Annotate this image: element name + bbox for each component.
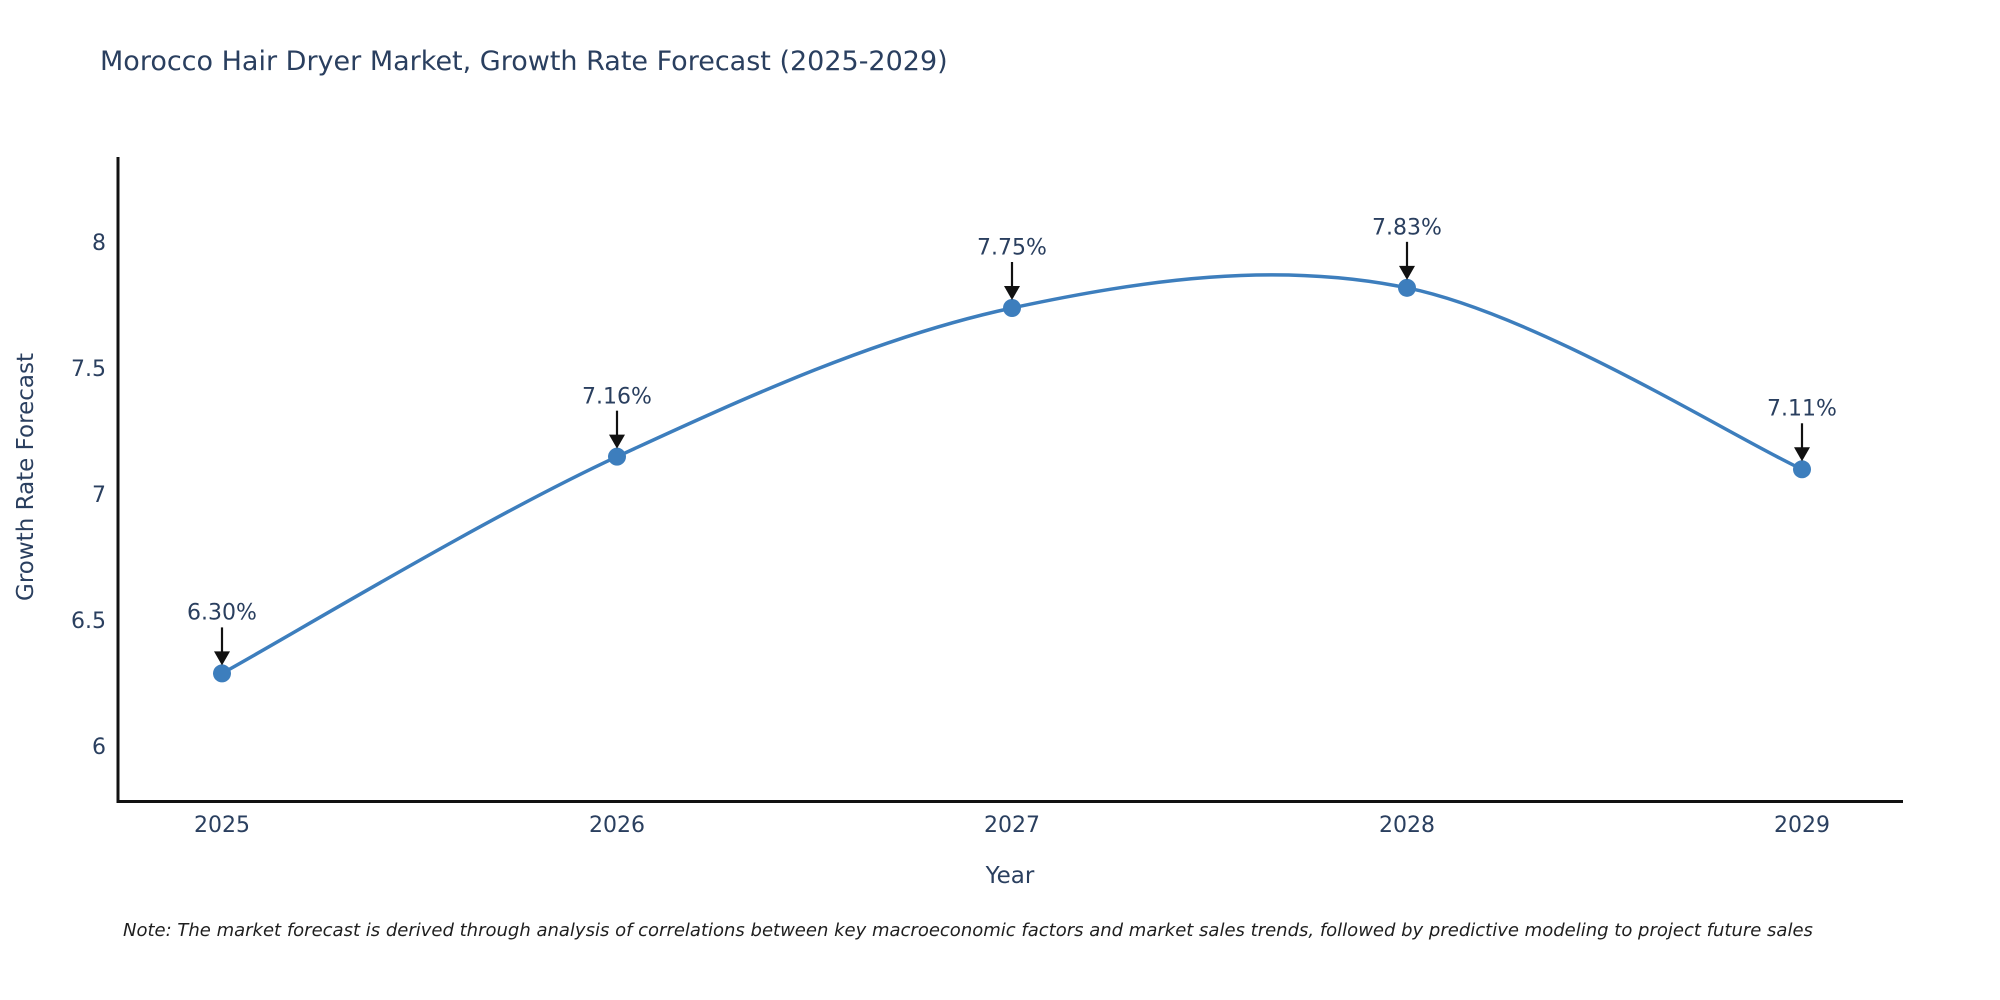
forecast-line[interactable] bbox=[220, 273, 1804, 676]
y-tick-label: 7 bbox=[92, 483, 106, 508]
annotation-arrowhead-icon bbox=[214, 651, 230, 666]
x-axis-title: Year bbox=[985, 863, 1035, 889]
y-axis-title: Growth Rate Forecast bbox=[13, 353, 39, 601]
x-tick-label: 2028 bbox=[1379, 813, 1435, 838]
annotation-arrowhead-icon bbox=[609, 434, 625, 449]
x-tick-label: 2026 bbox=[589, 813, 645, 838]
data-point-label: 7.75% bbox=[977, 235, 1047, 261]
annotation-arrowhead-icon bbox=[1794, 447, 1810, 462]
y-tick-label: 8 bbox=[92, 231, 106, 256]
annotation-arrowhead-icon bbox=[1399, 265, 1415, 280]
data-point-label: 7.16% bbox=[582, 384, 652, 410]
y-tick-label: 6.5 bbox=[71, 609, 106, 634]
data-point-marker[interactable] bbox=[1003, 299, 1021, 317]
data-point-label: 6.30% bbox=[187, 600, 257, 626]
chart-title: Morocco Hair Dryer Market, Growth Rate F… bbox=[100, 46, 948, 77]
y-tick-label: 7.5 bbox=[71, 357, 106, 382]
y-tick-label: 6 bbox=[92, 735, 106, 760]
x-tick-label: 2027 bbox=[984, 813, 1040, 838]
data-point-marker[interactable] bbox=[213, 664, 231, 683]
data-point-marker[interactable] bbox=[1398, 278, 1416, 297]
data-point-marker[interactable] bbox=[1793, 460, 1811, 479]
data-point-label: 7.83% bbox=[1372, 215, 1442, 241]
chart-footnote: Note: The market forecast is derived thr… bbox=[123, 920, 1813, 941]
data-point-label: 7.11% bbox=[1767, 396, 1837, 422]
annotation-arrowhead-icon bbox=[1004, 286, 1020, 300]
data-point-marker[interactable] bbox=[608, 447, 626, 466]
x-tick-label: 2025 bbox=[194, 813, 250, 838]
x-tick-label: 2029 bbox=[1774, 813, 1830, 838]
